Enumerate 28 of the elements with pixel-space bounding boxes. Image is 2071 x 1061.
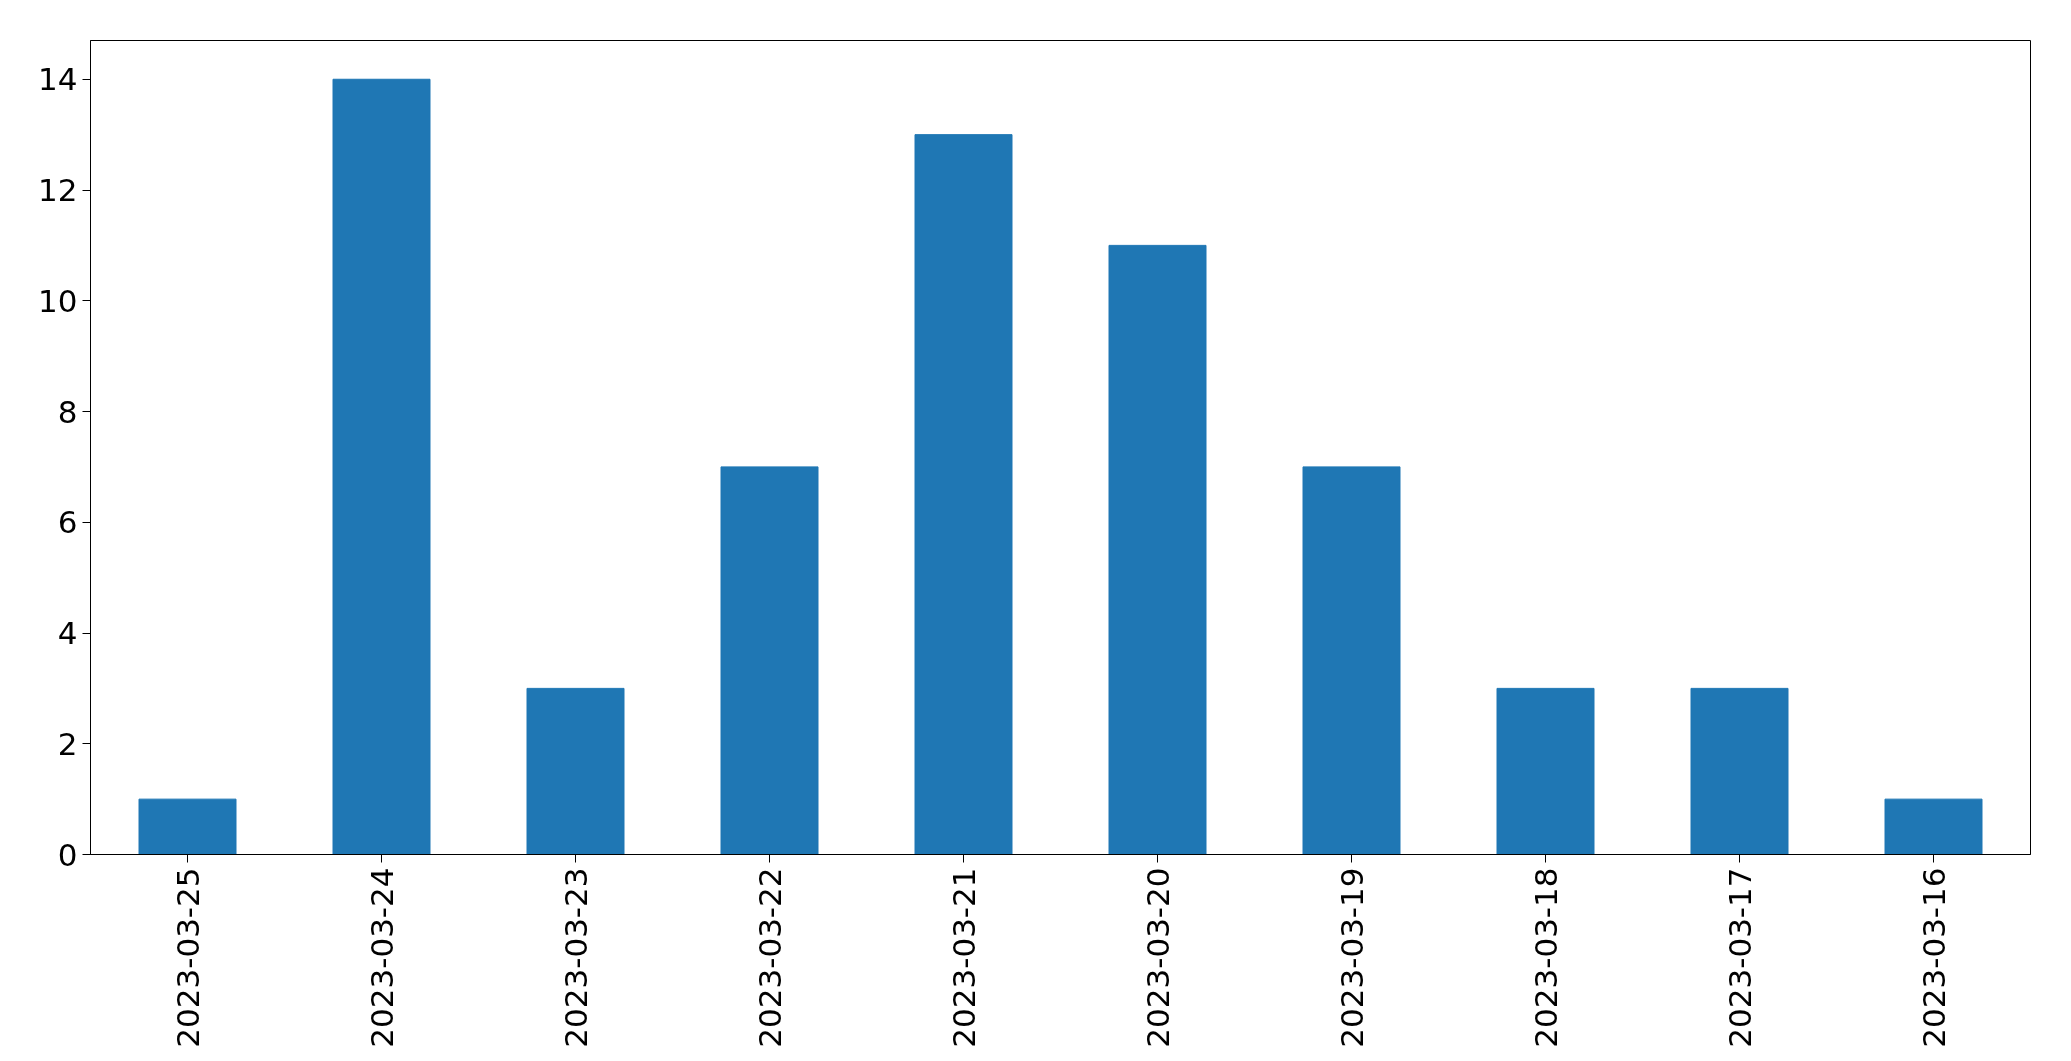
bar — [526, 687, 625, 855]
bar — [138, 798, 237, 855]
x-tick-label: 2023-03-17 — [1721, 867, 1758, 1048]
y-tick-label: 6 — [57, 504, 78, 541]
bar — [914, 134, 1013, 855]
y-tick-label: 8 — [57, 393, 78, 430]
x-tick-label: 2023-03-22 — [751, 867, 788, 1048]
y-tick-label: 2 — [57, 725, 78, 762]
y-tick-label: 14 — [38, 61, 78, 98]
bar — [1496, 687, 1595, 855]
y-tick-label: 0 — [57, 836, 78, 873]
y-tick-label: 4 — [57, 615, 78, 651]
x-tick-label: 2023-03-18 — [1527, 867, 1564, 1048]
x-tick-label: 2023-03-24 — [363, 867, 400, 1048]
bar — [1108, 244, 1207, 855]
bar — [1302, 466, 1401, 855]
x-tick-label: 2023-03-19 — [1333, 867, 1370, 1048]
bar — [1884, 798, 1983, 855]
bar — [1690, 687, 1789, 855]
x-tick-label: 2023-03-16 — [1915, 867, 1952, 1048]
bar — [332, 78, 431, 855]
x-tick-label: 2023-03-21 — [945, 867, 982, 1048]
x-tick-label: 2023-03-25 — [169, 867, 206, 1048]
y-tick-label: 12 — [38, 172, 78, 209]
y-tick-label: 10 — [38, 282, 78, 319]
x-tick-label: 2023-03-20 — [1139, 867, 1176, 1048]
bar — [720, 466, 819, 855]
x-tick-label: 2023-03-23 — [557, 867, 594, 1048]
